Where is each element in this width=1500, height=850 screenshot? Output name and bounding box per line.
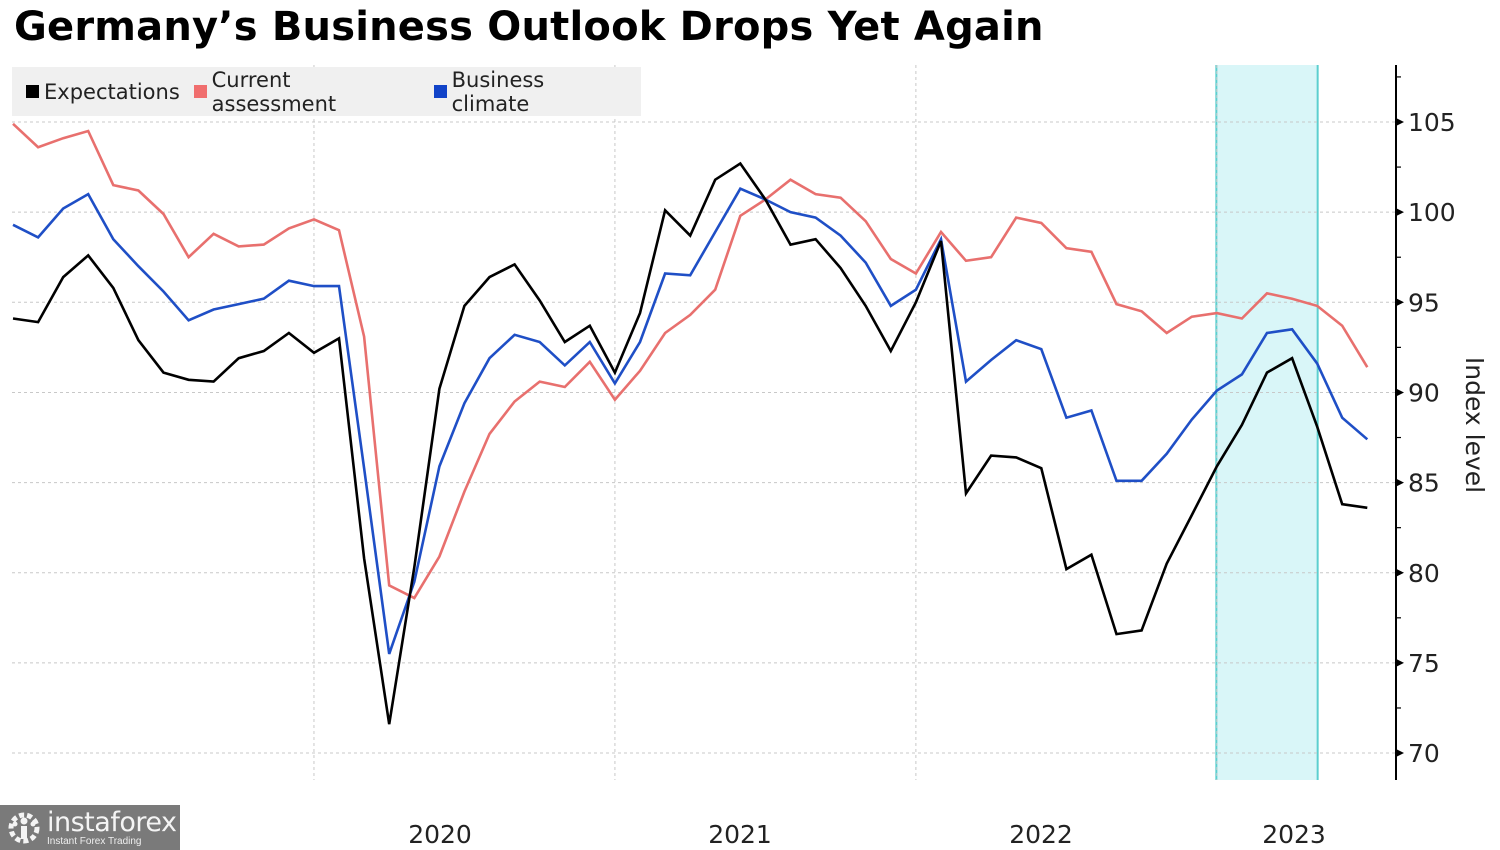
y-tick-105 — [1396, 118, 1404, 126]
y-tick-label-100: 100 — [1408, 198, 1456, 227]
y-tick-85 — [1396, 478, 1404, 487]
series-line-expectations — [12, 161, 1368, 725]
watermark-tagline: Instant Forex Trading — [47, 835, 142, 847]
series-layer — [12, 122, 1369, 725]
y-tick-75 — [1396, 658, 1404, 667]
highlight-band — [1216, 65, 1318, 780]
legend-label-current-assessment: Current assessment — [211, 67, 337, 116]
legend-item-business-climate[interactable]: Business climate — [433, 67, 627, 116]
legend-item-current-assessment[interactable]: Current assessment — [193, 67, 420, 116]
legend-swatch-current-assessment — [193, 85, 207, 98]
y-tick-label-75: 75 — [1408, 649, 1440, 678]
x-axis-labels: 2020 2021 2022 2023 — [408, 820, 1326, 849]
watermark-logo: instaforex Instant Forex Trading — [0, 805, 180, 850]
y-tick-80 — [1396, 568, 1404, 577]
y-tick-label-90: 90 — [1408, 378, 1440, 407]
watermark-brand: instaforex — [47, 806, 177, 838]
y-tick-100 — [1396, 208, 1404, 217]
y-tick-95 — [1396, 298, 1404, 307]
y-tick-label-70: 70 — [1408, 739, 1440, 768]
x-tick-label-2020: 2020 — [408, 820, 472, 849]
y-axis: 70 75 80 85 90 95 100 105 — [1395, 65, 1456, 780]
y-tick-label-80: 80 — [1408, 559, 1440, 588]
legend-label-business-climate: Business climate — [451, 67, 545, 116]
y-tick-70 — [1396, 749, 1404, 758]
x-tick-label-2021: 2021 — [708, 820, 772, 849]
highlight-band-layer — [1215, 65, 1319, 780]
legend-label-expectations: Expectations — [44, 79, 180, 104]
y-tick-label-95: 95 — [1408, 288, 1440, 317]
legend-item-expectations[interactable]: Expectations — [26, 80, 180, 104]
legend: Expectations Current assessment Business… — [12, 67, 641, 116]
y-tick-label-85: 85 — [1408, 469, 1440, 498]
x-tick-label-2022: 2022 — [1009, 820, 1073, 849]
legend-swatch-business-climate — [433, 85, 447, 98]
x-tick-label-2023: 2023 — [1262, 820, 1326, 849]
series-line-current-assessment — [12, 122, 1369, 600]
gear-logo-icon — [8, 812, 40, 843]
chart-title: Germany’s Business Outlook Drops Yet Aga… — [14, 4, 1044, 50]
series-line-business-climate — [12, 187, 1369, 655]
y-tick-90 — [1396, 388, 1404, 397]
y-tick-label-105: 105 — [1408, 108, 1456, 137]
legend-swatch-expectations — [26, 85, 39, 98]
y-axis-label: Index level — [1460, 357, 1489, 493]
